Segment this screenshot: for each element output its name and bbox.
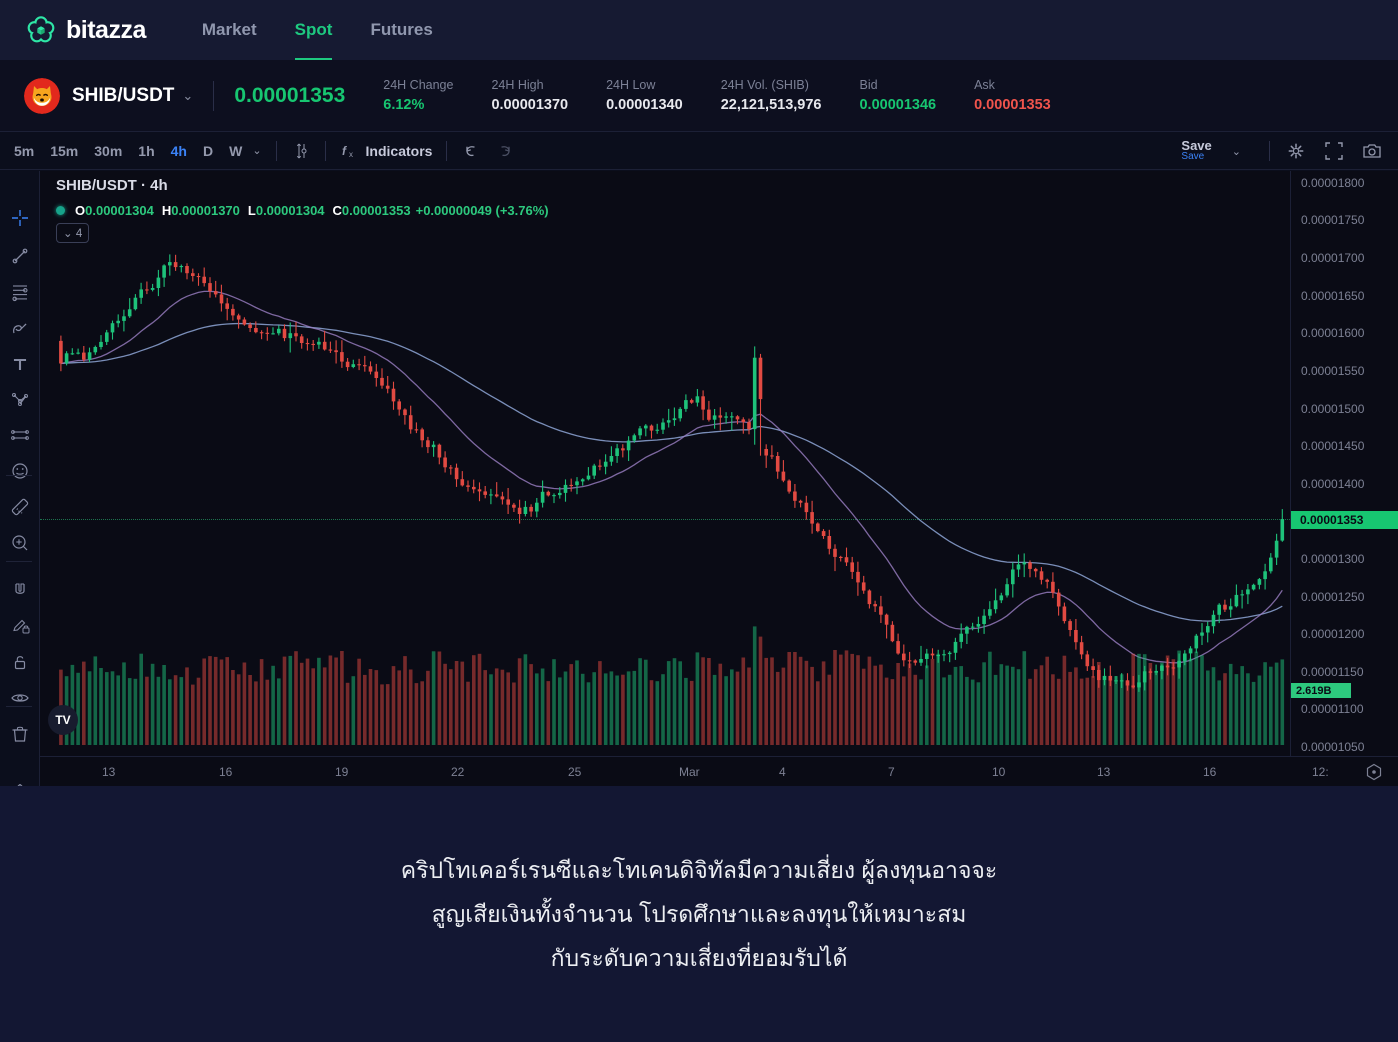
svg-text:f: f (342, 144, 347, 158)
svg-text:x: x (349, 150, 353, 159)
